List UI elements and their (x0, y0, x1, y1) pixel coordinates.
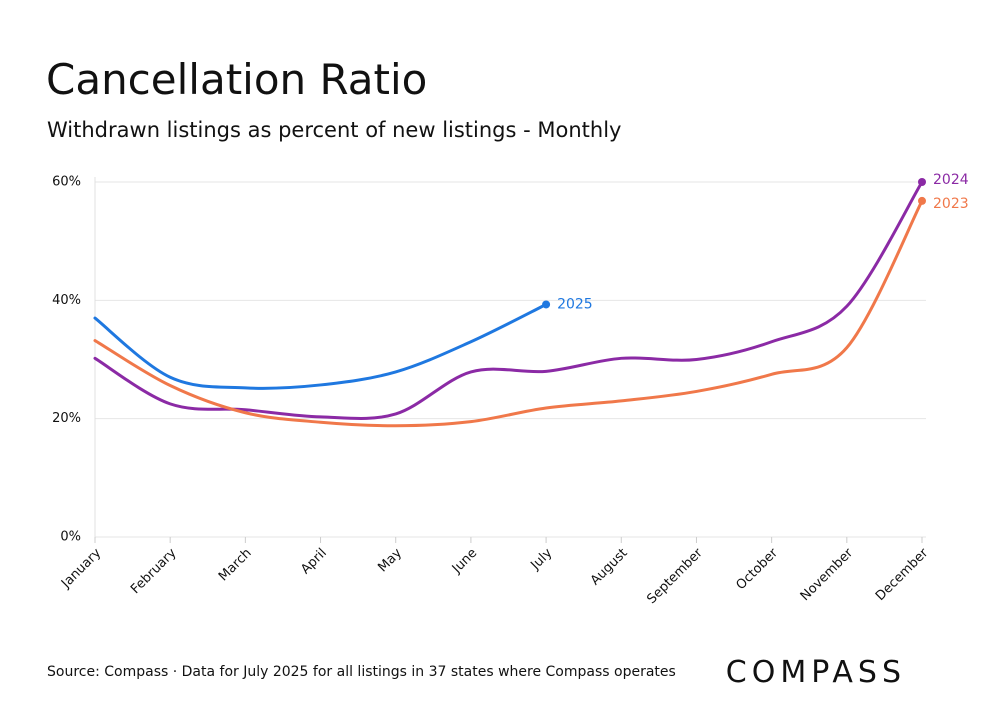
series-label: 2025 (557, 296, 593, 312)
y-tick-label: 0% (60, 530, 81, 545)
y-tick-label: 40% (52, 293, 81, 308)
series-line (93, 302, 548, 390)
source-note: Source: Compass · Data for July 2025 for… (47, 664, 676, 680)
end-point (542, 300, 551, 309)
series-line (93, 199, 924, 428)
end-point (918, 178, 926, 186)
series-label: 2024 (933, 172, 969, 188)
series-label: 2023 (933, 196, 969, 212)
logo: COMPASS (726, 655, 906, 690)
series-line (93, 180, 924, 420)
y-tick-label: 20% (52, 411, 81, 426)
chart-subtitle: Withdrawn listings as percent of new lis… (47, 118, 621, 142)
chart-title: Cancellation Ratio (46, 55, 427, 104)
end-point (918, 196, 926, 205)
y-tick-label: 60% (52, 175, 81, 190)
